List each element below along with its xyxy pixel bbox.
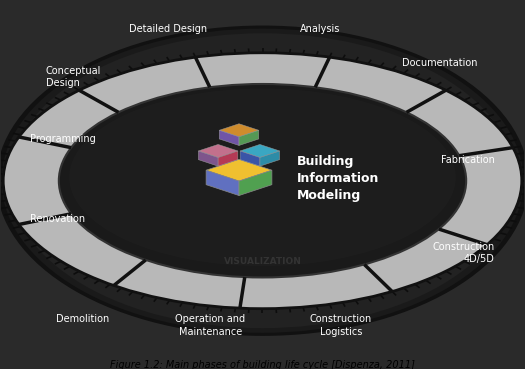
Ellipse shape: [59, 84, 466, 277]
Text: Construction
Logistics: Construction Logistics: [310, 314, 372, 337]
Text: Demolition: Demolition: [56, 314, 109, 324]
Text: Figure 1.2: Main phases of building life cycle [Dispenza, 2011]: Figure 1.2: Main phases of building life…: [110, 360, 415, 369]
Ellipse shape: [2, 29, 523, 333]
Polygon shape: [206, 159, 272, 181]
Text: Analysis: Analysis: [300, 24, 340, 34]
Polygon shape: [239, 130, 259, 145]
Text: Conceptual
Design: Conceptual Design: [46, 66, 101, 89]
Ellipse shape: [0, 25, 525, 336]
Polygon shape: [198, 151, 218, 166]
Text: Programming: Programming: [30, 134, 96, 144]
Text: Fabrication: Fabrication: [441, 155, 495, 165]
Ellipse shape: [3, 53, 522, 308]
Polygon shape: [219, 130, 239, 145]
Polygon shape: [260, 151, 280, 166]
Text: Detailed Design: Detailed Design: [130, 24, 207, 34]
Polygon shape: [206, 170, 239, 196]
Text: Documentation: Documentation: [402, 58, 478, 69]
Text: VISUALIZATION: VISUALIZATION: [224, 257, 301, 266]
Polygon shape: [218, 151, 238, 166]
Text: Construction
4D/5D: Construction 4D/5D: [433, 242, 495, 264]
Text: Building
Information
Modeling: Building Information Modeling: [297, 155, 379, 203]
Polygon shape: [240, 144, 280, 158]
Text: Operation and
Maintenance: Operation and Maintenance: [175, 314, 245, 337]
Polygon shape: [219, 124, 259, 137]
Polygon shape: [198, 144, 238, 158]
Ellipse shape: [9, 33, 516, 328]
Polygon shape: [240, 151, 260, 166]
Polygon shape: [239, 170, 272, 196]
Text: Renovation: Renovation: [30, 214, 85, 224]
Ellipse shape: [69, 89, 456, 266]
